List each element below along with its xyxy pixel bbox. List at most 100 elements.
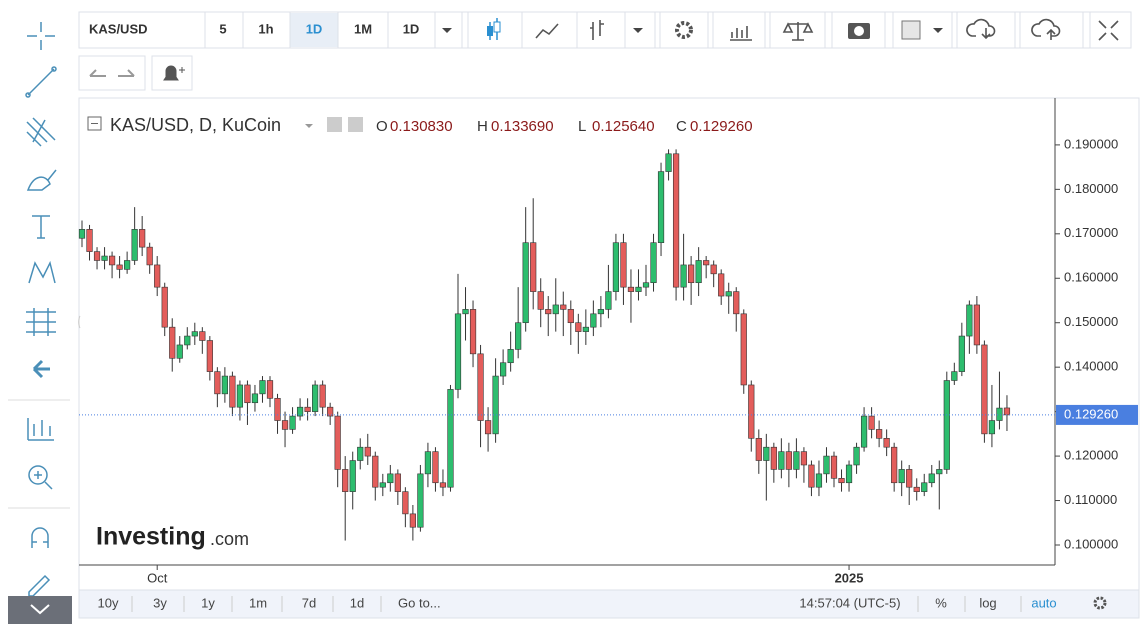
candle-body [78, 229, 86, 239]
color-dropdown[interactable] [933, 28, 943, 33]
save-chart[interactable] [1031, 18, 1061, 40]
interval-button[interactable]: 1M [354, 21, 372, 36]
crosshair-tool[interactable] [27, 22, 55, 50]
magnet-tool[interactable] [31, 527, 49, 548]
candle-body [424, 451, 432, 475]
load-chart[interactable] [966, 18, 996, 40]
candle-body [703, 260, 710, 266]
alert[interactable] [163, 65, 185, 81]
settings[interactable] [675, 21, 693, 39]
candle-body [500, 362, 507, 377]
candle-body [379, 482, 386, 488]
measure-tool[interactable] [26, 308, 56, 336]
fib-tool[interactable] [26, 117, 56, 147]
lock-tool[interactable] [28, 574, 51, 597]
candle-body [522, 242, 529, 324]
screenshot[interactable] [848, 23, 870, 39]
legend-settings[interactable] [348, 117, 363, 132]
line-tool[interactable] [25, 66, 57, 98]
brush-tool[interactable] [26, 169, 57, 191]
candle-body [447, 389, 454, 488]
candle-body [951, 371, 958, 381]
candle-body [214, 371, 221, 395]
interval-dropdown[interactable] [442, 28, 452, 33]
range-button[interactable]: 7d [302, 595, 316, 610]
candle-body [590, 313, 597, 328]
candle-body [372, 455, 379, 488]
range-button[interactable]: 1d [350, 595, 364, 610]
candle-body [349, 460, 356, 492]
candle-body [394, 473, 401, 492]
candle-body [868, 415, 875, 430]
ohlc-label: L [578, 118, 586, 135]
range-button[interactable]: 3y [153, 595, 167, 610]
collapse-button[interactable] [8, 596, 72, 624]
fullscreen[interactable] [1098, 20, 1119, 41]
candle-body [635, 286, 642, 292]
type-dropdown[interactable] [633, 28, 643, 33]
goto-button[interactable]: Go to... [398, 595, 441, 610]
interval-button[interactable]: 5 [219, 21, 226, 36]
line-type[interactable] [535, 23, 559, 39]
scale-option[interactable]: log [979, 595, 996, 610]
interval-button[interactable]: 1D [403, 21, 420, 36]
candle-body [146, 246, 153, 266]
range-button[interactable]: 1y [201, 595, 215, 610]
candle-body [883, 438, 890, 448]
redo[interactable] [118, 69, 135, 77]
candle-body [898, 469, 905, 484]
candle-body [319, 384, 326, 408]
candle-body [409, 513, 416, 528]
title-dropdown[interactable] [305, 124, 313, 128]
text-tool[interactable] [32, 215, 50, 239]
candle-body [93, 251, 101, 261]
ohlc-value: 0.125640 [592, 118, 655, 135]
candle-body [169, 326, 176, 359]
candle-body [785, 451, 792, 470]
candle-body [740, 313, 747, 386]
candle-body [357, 446, 364, 461]
ohlc-value: 0.133690 [491, 118, 554, 135]
range-button[interactable]: 10y [98, 595, 119, 610]
candle-body [748, 384, 755, 439]
indicators[interactable] [730, 26, 752, 41]
scale-option[interactable]: % [935, 595, 947, 610]
color-picker[interactable] [901, 20, 921, 40]
interval-button[interactable]: 1D [306, 21, 323, 36]
candle-body [845, 464, 853, 484]
candle-body [229, 375, 236, 408]
range-button[interactable]: 1m [249, 595, 267, 610]
candle-body [981, 344, 988, 435]
candle-body [642, 282, 650, 288]
candle-body [176, 344, 183, 359]
scale-option[interactable]: auto [1031, 595, 1056, 610]
candle-body [312, 384, 319, 412]
candle-body [236, 384, 244, 408]
zoom-tool[interactable] [28, 465, 53, 490]
bar-type[interactable] [590, 20, 604, 40]
candle-body [657, 171, 665, 244]
candle-body [575, 322, 582, 332]
chart-frame [78, 97, 1140, 591]
legend-visibility[interactable] [327, 117, 342, 132]
candle-body [484, 420, 492, 435]
interval-button[interactable]: 1h [258, 21, 273, 36]
symbol-input[interactable]: KAS/USD [89, 21, 148, 36]
y-tick-label: 0.110000 [1064, 492, 1117, 507]
pattern-tool[interactable] [28, 260, 56, 284]
undo[interactable] [89, 69, 106, 77]
hide-panel[interactable] [32, 359, 50, 379]
candle-body [537, 291, 544, 310]
candle-body [274, 397, 281, 421]
y-tick-label: 0.190000 [1064, 136, 1118, 151]
chart-title: KAS/USD, D, KuCoin [110, 115, 281, 135]
candle-body [101, 255, 108, 261]
candle-type[interactable] [487, 18, 501, 40]
compare[interactable] [782, 22, 814, 41]
candle-body [296, 406, 304, 417]
sidebar [0, 0, 74, 630]
indicator-tool[interactable] [27, 418, 54, 441]
candle-body [244, 384, 251, 404]
bottom-settings[interactable] [1093, 596, 1107, 610]
candle-body [958, 335, 965, 372]
